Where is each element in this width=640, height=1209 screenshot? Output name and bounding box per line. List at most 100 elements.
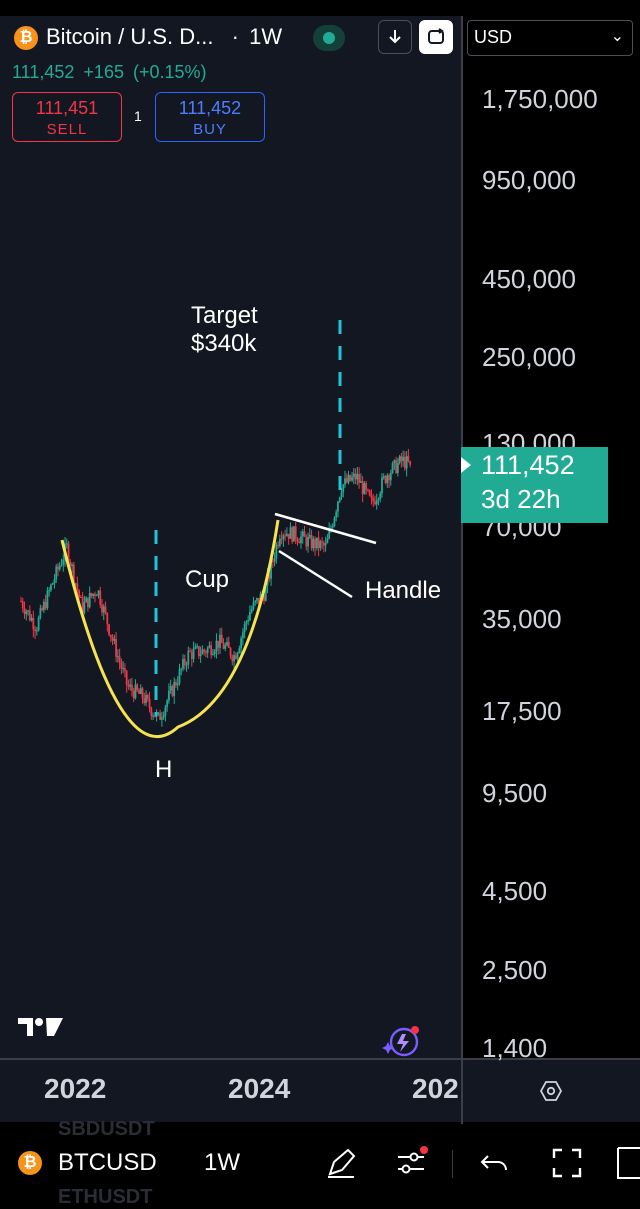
- symbol-name: Bitcoin / U.S. D...: [46, 24, 214, 49]
- candle-body: [134, 684, 137, 699]
- candle-body: [234, 655, 237, 659]
- symbol-search-button[interactable]: BTCUSD: [58, 1149, 157, 1176]
- download-button[interactable]: [378, 20, 412, 54]
- candle-body: [331, 526, 334, 528]
- price-tick: 17,500: [482, 696, 562, 726]
- candle-body: [125, 670, 128, 685]
- candle-body: [289, 527, 292, 539]
- sell-button[interactable]: 111,451 SELL: [12, 92, 122, 142]
- candle-body: [317, 537, 320, 549]
- candle-body: [62, 559, 65, 565]
- candle-body: [65, 543, 68, 545]
- interval-button[interactable]: 1W: [204, 1149, 240, 1176]
- candle-body: [393, 460, 396, 464]
- loop-icon: [428, 28, 444, 44]
- candle-body: [168, 690, 170, 701]
- candle-body: [363, 483, 366, 495]
- candle-body: [293, 526, 295, 542]
- candle-body: [375, 500, 378, 505]
- candle-body: [152, 715, 154, 717]
- candle-body: [312, 538, 315, 549]
- candle-body: [303, 531, 306, 537]
- sell-price: 111,451: [35, 98, 99, 118]
- price-tick: 250,000: [482, 342, 576, 372]
- candle-body: [94, 593, 96, 596]
- candle-body: [106, 612, 109, 625]
- candle-body: [138, 690, 140, 694]
- more-panel-icon[interactable]: [608, 1144, 640, 1182]
- candle-body: [60, 564, 63, 566]
- bitcoin-icon: ₿: [14, 26, 38, 50]
- price-tick: 9,500: [482, 778, 548, 808]
- candle-body: [219, 634, 221, 648]
- candle-body: [136, 684, 139, 691]
- handle-label[interactable]: Handle: [365, 577, 442, 604]
- undo-icon[interactable]: [476, 1144, 514, 1182]
- candle-body: [365, 483, 368, 490]
- candle-body: [187, 650, 190, 665]
- candle-body: [342, 484, 345, 493]
- candle-body: [298, 541, 301, 544]
- target-annotation[interactable]: Target $340k: [191, 302, 258, 358]
- target-label-line2: $340k: [191, 330, 257, 357]
- candle-body: [247, 620, 250, 622]
- candle-body: [169, 686, 172, 691]
- candle-body: [396, 463, 399, 473]
- candle-body: [79, 597, 82, 599]
- candle-body: [345, 478, 348, 483]
- candle-body: [398, 456, 401, 464]
- candle-body: [185, 664, 188, 666]
- ai-spark-icon[interactable]: [382, 1024, 422, 1058]
- settings-icon[interactable]: [540, 1080, 562, 1102]
- candle-body: [296, 539, 299, 542]
- candle-body: [220, 634, 223, 644]
- candle-body: [67, 543, 70, 563]
- tradingview-logo-icon[interactable]: [18, 1014, 64, 1040]
- candle-body: [30, 618, 33, 621]
- candle-body: [337, 501, 339, 512]
- candle-body: [351, 477, 353, 481]
- candle-body: [113, 638, 116, 641]
- candle-body: [374, 501, 376, 505]
- candle-body: [208, 645, 211, 648]
- replay-toggle-button[interactable]: [419, 20, 453, 54]
- candle-body: [250, 609, 253, 612]
- symbol-title[interactable]: Bitcoin / U.S. D... · 1W: [46, 24, 282, 50]
- price-change-line: 111,452 +165 (+0.15%): [12, 62, 207, 83]
- arrow-down-icon: [389, 30, 401, 44]
- low-label[interactable]: H: [155, 756, 173, 783]
- candle-body: [367, 489, 369, 491]
- current-price-tag[interactable]: 111,452 3d 22h: [461, 447, 608, 523]
- candle-body: [388, 475, 390, 481]
- candle-body: [199, 654, 202, 657]
- candle-body: [118, 656, 121, 663]
- cup-label[interactable]: Cup: [185, 566, 230, 593]
- candle-body: [233, 655, 235, 662]
- price-tick: 1,400: [482, 1033, 548, 1063]
- candle-body: [359, 481, 362, 483]
- market-status-indicator[interactable]: [313, 25, 345, 51]
- ghost-watchlist-item: ETHUSDT: [58, 1186, 153, 1208]
- candle-body: [213, 651, 216, 654]
- candle-body: [236, 652, 239, 659]
- plot-area[interactable]: [0, 16, 462, 1058]
- price-tick: 4,500: [482, 876, 548, 906]
- price-axis[interactable]: [463, 16, 640, 1058]
- fullscreen-icon[interactable]: [548, 1144, 586, 1182]
- currency-select[interactable]: USD ⌄: [467, 20, 633, 56]
- price-tick: 2,500: [482, 955, 548, 985]
- candle-body: [322, 542, 325, 546]
- candle-body: [249, 611, 251, 621]
- candle-body: [71, 564, 73, 567]
- change-value: +165: [83, 62, 124, 82]
- last-price: 111,452: [12, 62, 75, 82]
- candle-body: [280, 538, 283, 540]
- drawing-tools-icon[interactable]: [322, 1144, 360, 1182]
- buy-button[interactable]: 111,452 BUY: [155, 92, 265, 142]
- candle-body: [224, 645, 227, 649]
- candle-body: [173, 681, 176, 697]
- indicators-icon[interactable]: [392, 1144, 430, 1182]
- time-axis[interactable]: [0, 1060, 640, 1122]
- candle-body: [183, 659, 186, 665]
- bar-countdown: 3d 22h: [481, 484, 561, 514]
